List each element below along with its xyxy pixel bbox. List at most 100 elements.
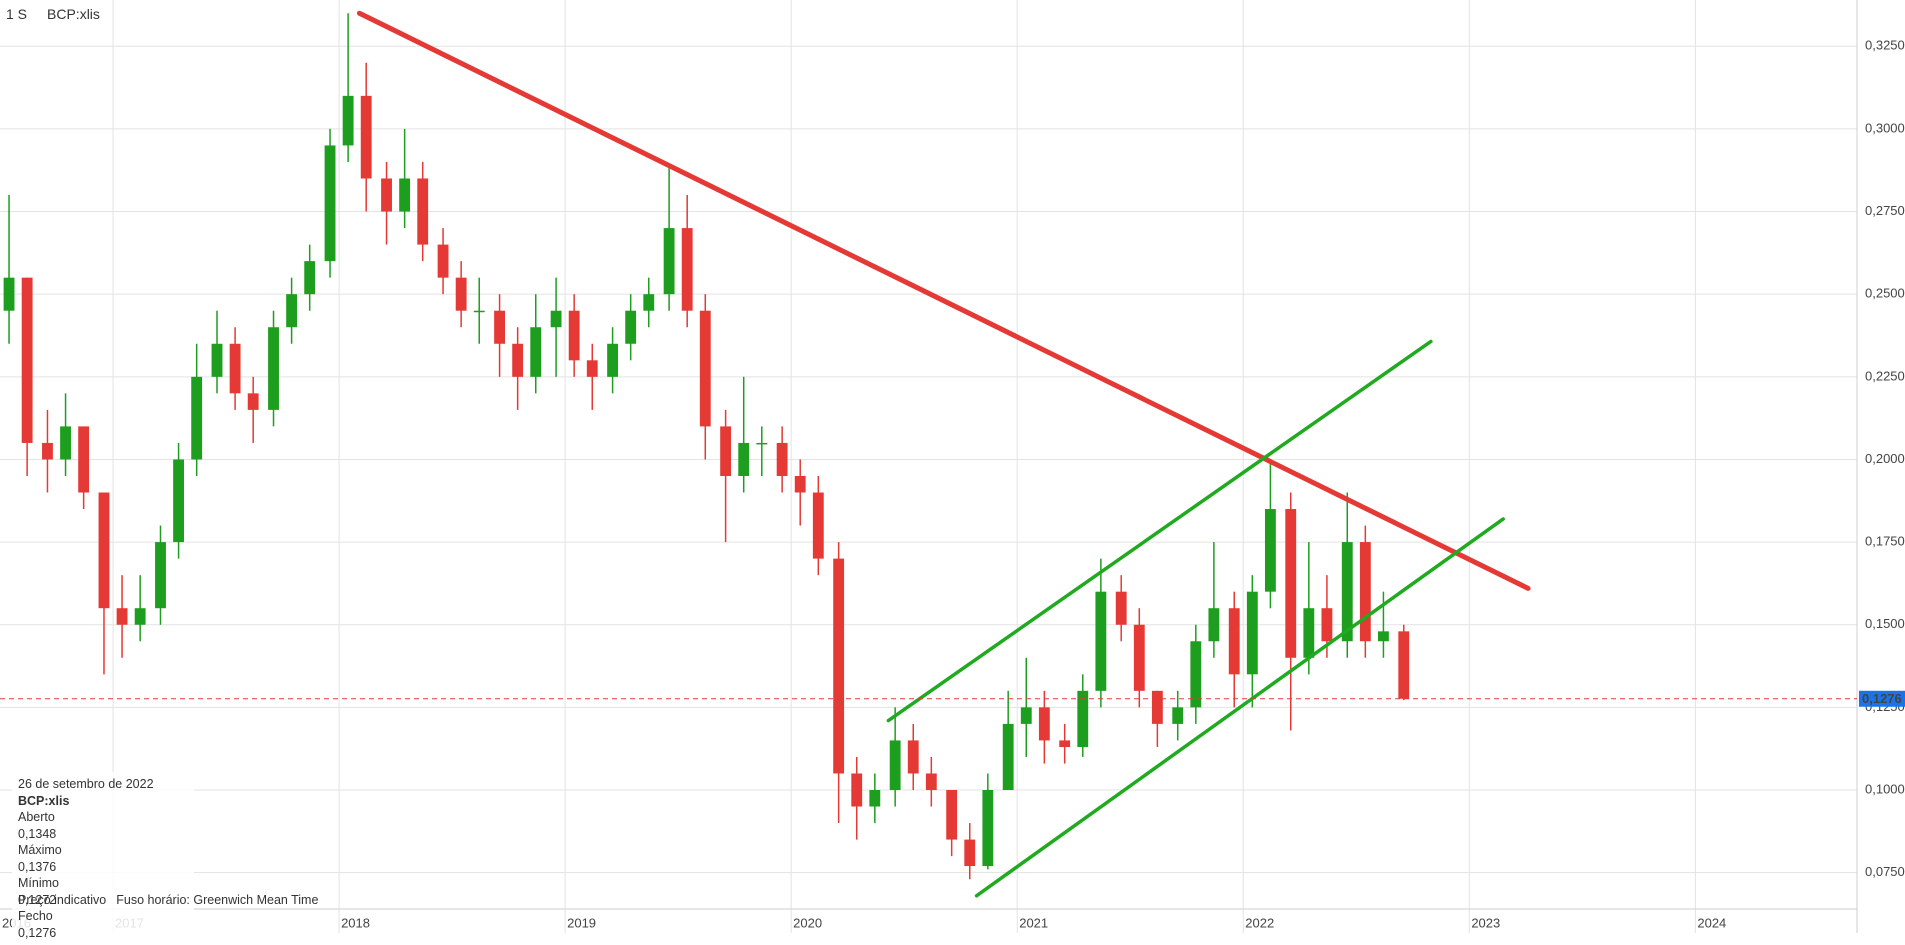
x-tick-label: 2024 (1697, 915, 1726, 930)
candle-body (946, 790, 958, 840)
candle-body (134, 608, 146, 625)
header: 1 S BCP:xlis (6, 6, 120, 22)
candle-body (98, 492, 110, 609)
candle-body (794, 475, 806, 493)
candle-body (851, 773, 863, 807)
candle-body (756, 442, 768, 445)
candle-body (1002, 723, 1014, 791)
candle-body (211, 343, 223, 377)
candle-body (437, 244, 449, 278)
candle-body (1059, 740, 1071, 748)
candle-body (60, 426, 71, 460)
info-box: 26 de setembro de 2022 BCP:xlis Aberto 0,… (12, 772, 194, 945)
candle-body (907, 740, 919, 774)
candle-body (1115, 591, 1127, 625)
y-tick-label: 0,1750 (1865, 534, 1905, 549)
interval[interactable]: 1 S (6, 6, 28, 22)
candle-body (304, 261, 316, 295)
info-row: Fecho 0,1276 (18, 908, 188, 941)
candle-body (776, 442, 788, 476)
candle-body (455, 277, 467, 311)
candle-body (812, 492, 824, 559)
candle-body (173, 459, 185, 543)
candle-body (1321, 608, 1333, 642)
y-tick-label: 0,2250 (1865, 368, 1905, 383)
candle-body (1378, 631, 1389, 642)
info-value: 0,1376 (18, 859, 57, 874)
last-price-tag (1859, 690, 1905, 707)
candle-body (3, 277, 15, 311)
y-tick-label: 0,2000 (1865, 451, 1905, 466)
y-tick-label: 0,1500 (1865, 616, 1905, 631)
y-tick-label: 0,3250 (1865, 38, 1905, 53)
candle-body (78, 426, 90, 493)
candle-body (1285, 509, 1297, 658)
candle-body (417, 178, 429, 245)
symbol[interactable]: BCP:xlis (47, 6, 100, 22)
x-tick-label: 2021 (1019, 915, 1048, 930)
candle-body (191, 376, 203, 460)
x-tick-label: 2019 (567, 915, 596, 930)
info-key: Máximo (18, 843, 62, 857)
candle-body (155, 542, 166, 609)
y-tick-label: 0,3000 (1865, 120, 1905, 135)
candle-body (586, 360, 598, 377)
candle-body (1077, 690, 1089, 748)
candle-body (889, 740, 901, 791)
x-tick-label: 2023 (1471, 915, 1500, 930)
last-price-label: 0,1276 (1862, 691, 1902, 706)
info-value: 0,1348 (18, 826, 57, 841)
info-row: Máximo 0,1376 (18, 842, 188, 875)
info-footer: Preço indicativo Fuso horário: Greenwich … (18, 893, 328, 907)
candle-body (1359, 542, 1371, 642)
info-row: Aberto 0,1348 (18, 809, 188, 842)
info-key: Mínimo (18, 876, 59, 890)
info-date: 26 de setembro de 2022 (18, 777, 154, 791)
trendline (886, 339, 1433, 723)
y-tick-label: 0,0750 (1865, 864, 1905, 879)
candle-body (607, 343, 619, 377)
candle-body (21, 277, 33, 443)
candle-body (116, 608, 128, 625)
candle-body (643, 294, 655, 311)
candle-body (1095, 591, 1107, 691)
info-footer-text: Preço indicativo (18, 893, 107, 907)
candle-body (473, 310, 485, 313)
candle-body (399, 178, 411, 212)
candle-body (550, 310, 562, 328)
candle-body (494, 310, 505, 344)
candle-body (42, 442, 53, 460)
candle-body (1133, 624, 1145, 691)
candle-body (925, 773, 937, 791)
trendline (356, 10, 1531, 591)
info-footer-text: Fuso horário: Greenwich Mean Time (116, 893, 319, 907)
y-tick-label: 0,2500 (1865, 286, 1905, 301)
info-symbol: BCP:xlis (18, 793, 70, 808)
info-value: 0,1276 (18, 925, 57, 940)
y-tick-label: 0,2750 (1865, 203, 1905, 218)
candle-body (738, 442, 750, 476)
candle-body (982, 790, 994, 867)
candle-body (964, 839, 976, 867)
candle-body (1228, 608, 1240, 675)
candle-body (1020, 707, 1032, 724)
candle-body (663, 228, 675, 295)
info-value: 0,1272 (18, 892, 57, 907)
candle-body (625, 310, 637, 344)
y-tick-label: 0,1000 (1865, 781, 1905, 796)
candle-body (1172, 707, 1184, 724)
candle-body (512, 343, 524, 377)
candle-body (1208, 608, 1220, 642)
x-tick-label: 2022 (1245, 915, 1274, 930)
candle-body (1264, 509, 1276, 592)
candle-body (1303, 608, 1315, 658)
info-key: Aberto (18, 810, 55, 824)
candle-body (1190, 641, 1202, 708)
candle-body (699, 310, 711, 427)
candle-body (681, 228, 693, 311)
candle-body (1246, 591, 1258, 675)
candle-body (286, 294, 298, 328)
candle-body (324, 145, 336, 262)
